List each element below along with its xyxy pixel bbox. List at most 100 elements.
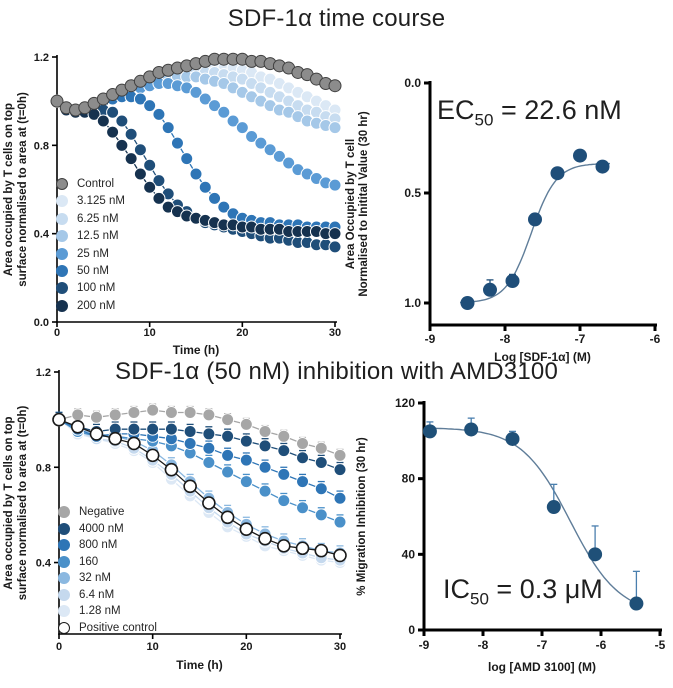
legend-label: 25 nM [77,247,109,260]
ec50-base: EC [437,95,475,125]
x-tick-label: 0 [56,641,62,653]
ec50-annotation: EC50 = 22.6 nM [437,95,622,130]
ic50-annotation: IC50 = 0.3 μM [443,574,603,609]
x-axis-label: log [AMD 3100] (M) [488,660,596,674]
x-tick-label: -5 [655,638,666,652]
x-tick-label: -7 [575,332,586,346]
legend-marker [56,299,68,312]
inhibition-legend: Negative 4000 nM 800 nM 160 32 nM 6.4 nM 1.28 … [58,506,157,634]
y-tick-label: 0.4 [34,229,50,241]
y-tick-label: 0.0 [404,76,421,90]
legend-marker [58,605,70,617]
legend-item-control: Control [56,178,125,190]
series-positive-control [52,412,347,563]
legend-label: 50 nM [77,264,109,277]
legend-item-800-nm: 800 nM [58,539,157,551]
legend-item-3-125-nm: 3.125 nM [56,195,125,208]
series-200-nm [50,94,342,241]
time-course-chart: 0 10 20 30 0.0 0.4 0.8 1.2 Time (h) Area occupied… [3,52,342,357]
legend-item-25-nm: 25 nM [56,247,125,260]
legend-item-4000-nm: 4000 nM [58,522,157,535]
legend-item-100-nm: 100 nM [56,282,125,295]
legend-label: Negative [79,506,125,518]
legend-marker [58,588,70,601]
legend-marker [56,264,68,277]
ec50-sub: 50 [474,110,494,130]
legend-label: Control [77,178,115,190]
legend-item-6-4-nm: 6.4 nM [58,588,157,601]
y-tick-label: 0 [408,623,415,637]
legend-item-200-nm: 200 nM [56,299,125,312]
y-tick-label: 0.4 [36,558,52,570]
x-ticks: -9 -8 -7 -6 -5 [419,630,666,652]
y-tick-label: 80 [402,472,416,486]
x-tick-label: 20 [240,641,252,653]
fit-curve [426,427,643,607]
top-title: SDF-1α time course [227,5,446,32]
x-tick-label: 20 [236,327,248,339]
legend-marker [58,621,70,634]
y-tick-label: 1.0 [404,296,421,310]
legend-item-1-28-nm: 1.28 nM [58,605,157,617]
y-axis-label: % Migration Inhibition (30 hr) [356,437,368,596]
legend-marker [58,539,70,551]
y-tick-label: 0.8 [36,462,51,474]
legend-label: Positive control [79,621,157,634]
y-tick-label: 1.2 [36,367,51,379]
legend-item-12-5-nm: 12.5 nM [56,230,125,243]
y-axis-label: Normalised to Initital Value (30 hr) [358,111,370,296]
y-tick-label: 120 [395,396,415,410]
legend-label: 1.28 nM [79,605,121,617]
inhibition-chart: 0 10 20 30 0.4 0.8 1.2 Time (h) Area occupied by… [3,367,347,672]
legend-marker [56,212,68,225]
legend-marker [58,522,70,535]
legend-marker [56,178,68,190]
legend-label: 6.25 nM [77,212,119,225]
legend-item-160: 160 [58,555,157,568]
legend-item-6-25-nm: 6.25 nM [56,212,125,225]
legend-marker [58,506,70,518]
x-tick-label: 30 [329,327,341,339]
y-axis-label: surface normalised to area at (t=0h) [17,406,29,601]
legend-item-32-nm: 32 nM [58,572,157,584]
legend-item-50-nm: 50 nM [56,264,125,277]
y-ticks: 0 40 80 120 [395,396,424,637]
legend-label: 12.5 nM [77,230,119,243]
data-points [422,417,644,611]
x-axis-label: Log [SDF-1α] (M) [494,350,591,364]
legend-label: 160 [79,555,99,568]
y-axis-label: Area Occupied by T cell [345,139,357,269]
legend-marker [56,282,68,295]
bottom-title: SDF-1α (50 nM) inhibition with AMD3100 [115,358,558,385]
panel-ec50: -9 -8 -7 -6 0.0 0.5 1.0 Log [SDF-1α] (M) Area Oc… [345,30,673,370]
y-tick-label: 40 [402,547,416,561]
y-tick-label: 0.0 [34,317,49,329]
x-tick-label: 10 [147,641,159,653]
series-control [50,52,342,117]
legend-label: 100 nM [77,282,116,295]
y-axis-label: surface normalised to area at (t=0h) [17,92,29,287]
x-tick-label: -8 [478,638,489,652]
x-axis-label: Time (h) [176,658,222,672]
time-course-legend: Control 3.125 nM 6.25 nM 12.5 nM 25 nM 50 nM 1… [56,178,125,312]
panel-ic50: -9 -8 -7 -6 -5 0 40 80 120 log [AMD 3100] (M) % Mi… [345,358,673,688]
data-points [460,148,610,310]
y-ticks: 0.0 0.5 1.0 [404,76,430,310]
legend-marker [58,555,70,568]
x-tick-label: -6 [650,332,661,346]
x-tick-label: -6 [596,638,607,652]
legend-label: 4000 nM [79,522,124,535]
y-tick-label: 1.2 [34,52,49,64]
legend-marker [56,230,68,243]
panel-inhibition: 0 10 20 30 0.4 0.8 1.2 Time (h) Area occupied by… [0,358,368,688]
x-ticks: 0 10 20 30 [56,634,346,653]
y-tick-label: 0.5 [404,186,421,200]
legend-label: 3.125 nM [77,195,125,208]
legend-label: 32 nM [79,572,111,584]
x-tick-label: -9 [425,332,436,346]
ec50-value: = 22.6 nM [493,95,622,125]
fit-curve [460,162,610,304]
legend-label: 6.4 nM [79,588,115,601]
ic50-chart: -9 -8 -7 -6 -5 0 40 80 120 log [AMD 3100] (M) % Mi… [356,396,666,674]
